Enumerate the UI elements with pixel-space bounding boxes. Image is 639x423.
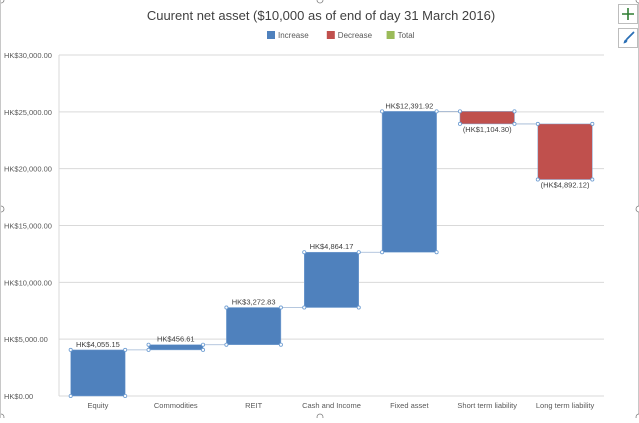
bar-increase [381, 111, 437, 253]
bar-increase [148, 344, 204, 351]
bar-increase [226, 307, 282, 345]
y-tick-label: HK$0.00 [4, 392, 33, 401]
selection-handle [201, 347, 206, 352]
selection-handle [535, 177, 540, 182]
selection-handle [278, 342, 283, 347]
y-axis: HK$0.00 HK$5,000.00 HK$10,000.00 HK$15,000.… [4, 51, 52, 401]
legend: Increase Decrease Total [267, 31, 415, 40]
y-tick-label: HK$10,000.00 [4, 278, 52, 287]
data-label: HK$4,864.17 [310, 242, 354, 251]
selection-handle [68, 347, 73, 352]
y-tick-label: HK$15,000.00 [4, 222, 52, 231]
connector-lines [125, 110, 538, 351]
bar-decrease [459, 111, 515, 125]
selection-handle [380, 250, 385, 255]
legend-label-decrease: Decrease [338, 31, 373, 40]
x-tick-label: Equity [87, 401, 108, 410]
legend-label-increase: Increase [278, 31, 309, 40]
x-tick-label: Commodities [154, 401, 198, 410]
selection-handle [201, 342, 206, 347]
frame-handle [635, 205, 639, 213]
bars [70, 111, 593, 397]
legend-swatch-total [386, 31, 395, 39]
selection-handle [123, 393, 128, 398]
bar-decrease [537, 123, 593, 180]
frame-handle [316, 413, 324, 421]
selection-handle [380, 109, 385, 114]
selection-handle [302, 250, 307, 255]
selection-handle [512, 121, 517, 126]
gridlines [58, 54, 604, 397]
data-label: HK$12,391.92 [385, 101, 433, 110]
x-tick-label: Fixed asset [390, 401, 429, 410]
selection-handle [68, 393, 73, 398]
y-tick-label: HK$5,000.00 [4, 335, 48, 344]
legend-swatch-increase [267, 31, 275, 39]
selection-handle [590, 177, 595, 182]
frame-handle [0, 0, 5, 4]
y-tick-label: HK$30,000.00 [4, 51, 52, 60]
legend-swatch-decrease [326, 31, 335, 39]
plus-icon [622, 8, 634, 20]
y-tick-label: HK$20,000.00 [4, 165, 52, 174]
selection-handle [457, 121, 462, 126]
selection-handle [590, 121, 595, 126]
selection-handle [434, 109, 439, 114]
frame-handle [0, 413, 5, 421]
selection-handle [434, 250, 439, 255]
selection-handle [146, 342, 151, 347]
paintbrush-icon [623, 31, 635, 44]
chart-styles-button[interactable] [618, 28, 638, 48]
x-axis: Equity Commodities REIT Cash and Income Fixe… [87, 401, 594, 410]
frame-handle [0, 205, 5, 213]
selection-handle [224, 305, 229, 310]
selection-handle [224, 342, 229, 347]
data-labels: HK$4,055.15 HK$456.61 HK$3,272.83 HK$4,864.… [76, 101, 590, 349]
add-chart-element-button[interactable] [618, 4, 638, 24]
frame-handle [316, 0, 324, 4]
selection-handle [302, 305, 307, 310]
frame-handle [635, 0, 639, 4]
bar-increase [70, 349, 126, 397]
data-label: HK$456.61 [157, 335, 195, 344]
x-tick-label: REIT [245, 401, 263, 410]
selection-handle [356, 305, 361, 310]
selection-handle [278, 305, 283, 310]
data-label: (HK$4,892.12) [541, 181, 590, 190]
data-label: (HK$1,104.30) [463, 125, 512, 134]
selection-handle [457, 109, 462, 114]
data-label: HK$3,272.83 [232, 298, 276, 307]
x-tick-label: Cash and Income [302, 401, 361, 410]
x-tick-label: Long term liability [536, 401, 595, 410]
legend-label-total: Total [398, 31, 415, 40]
chart-title: Cuurent net asset ($10,000 as of end of … [147, 8, 495, 23]
selection-handle [146, 347, 151, 352]
bar-increase [304, 251, 359, 308]
selection-handle [512, 109, 517, 114]
selection-handle [535, 121, 540, 126]
y-tick-label: HK$25,000.00 [4, 108, 52, 117]
selection-handle [123, 347, 128, 352]
data-label: HK$4,055.15 [76, 340, 120, 349]
selection-handle [356, 250, 361, 255]
x-tick-label: Short term liability [457, 401, 517, 410]
